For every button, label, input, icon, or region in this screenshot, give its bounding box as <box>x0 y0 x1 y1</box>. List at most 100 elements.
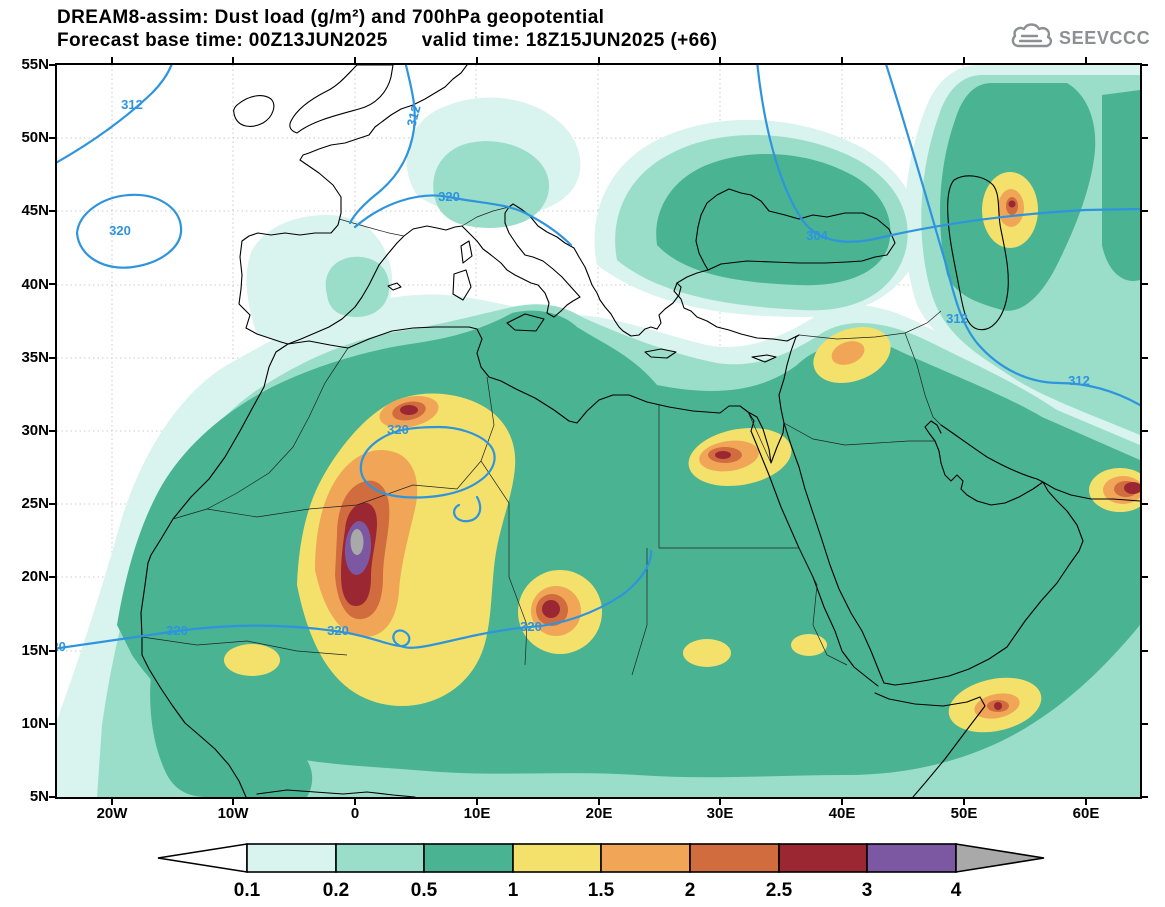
axis-tick <box>354 799 356 805</box>
axis-tick <box>1142 430 1148 432</box>
axis-tick <box>598 799 600 805</box>
colorbar-label: 1.5 <box>588 880 615 901</box>
axis-tick <box>1142 137 1148 139</box>
islands-coastline <box>387 240 777 363</box>
colorbar-label: 0.2 <box>323 880 349 901</box>
contour-label: 312 <box>1068 373 1090 388</box>
dust-shading-layers <box>57 65 1140 797</box>
axis-tick <box>232 57 234 63</box>
axis-tick <box>1142 576 1148 578</box>
axis-tick <box>232 799 234 805</box>
contour-label: 320 <box>520 619 542 634</box>
contour-label: 312 <box>121 97 143 112</box>
contour-labels: 312 312 320 320 304 312 312 320 320 320 … <box>57 97 1090 654</box>
axis-tick <box>598 57 600 63</box>
lat-label: 50N <box>21 129 49 146</box>
axis-tick <box>49 137 55 139</box>
colorbar-arrow-left <box>157 843 248 873</box>
colorbar-label: 0.1 <box>234 880 261 901</box>
axis-tick <box>1142 796 1148 798</box>
contour-label: 320 <box>327 623 349 638</box>
colorbar-segment <box>246 843 337 873</box>
axis-tick <box>49 357 55 359</box>
axis-tick <box>963 57 965 63</box>
logo-text: SEEVCCC <box>1059 27 1151 48</box>
axis-tick <box>476 57 478 63</box>
lat-label: 10N <box>21 715 49 732</box>
page-title: DREAM8-assim: Dust load (g/m²) and 700hP… <box>57 7 605 28</box>
contour-label: 304 <box>806 228 828 243</box>
colorbar-arrow-right <box>955 843 1045 873</box>
britain-ireland-coastline <box>233 65 394 134</box>
map-svg: 312 312 320 320 304 312 312 320 320 320 … <box>57 65 1140 797</box>
contour-label: 320 <box>109 223 131 238</box>
axis-tick <box>49 503 55 505</box>
colorbar-label: 0.5 <box>411 880 438 901</box>
lon-label: 40E <box>828 805 856 822</box>
contour-label: 312 <box>946 311 968 326</box>
axis-tick <box>49 650 55 652</box>
axis-tick <box>1142 723 1148 725</box>
colorbar-segment <box>689 843 780 873</box>
axis-tick <box>49 210 55 212</box>
axis-tick <box>841 799 843 805</box>
lon-label: 10E <box>463 805 491 822</box>
axis-tick <box>49 64 55 66</box>
lon-label: 50E <box>950 805 978 822</box>
lon-label: 20E <box>585 805 613 822</box>
colorbar-segment <box>600 843 691 873</box>
axis-tick <box>354 57 356 63</box>
lon-label: 10W <box>217 805 249 822</box>
levant-blacksea-coastline <box>673 188 896 464</box>
lat-label: 15N <box>21 642 49 659</box>
geopotential-contours <box>57 65 1140 650</box>
africa-west-coastline <box>140 343 416 797</box>
forecast-time-line: Forecast base time: 00Z13JUN2025 valid t… <box>57 30 718 51</box>
axis-tick <box>49 430 55 432</box>
lat-label: 5N <box>29 788 49 805</box>
axis-tick <box>49 576 55 578</box>
axis-tick <box>1142 210 1148 212</box>
axis-tick <box>1142 64 1148 66</box>
lat-label: 45N <box>21 202 49 219</box>
coastlines <box>140 65 1140 797</box>
axis-tick <box>719 799 721 805</box>
colorbar-legend: 0.1 0.2 0.5 1 1.5 2 2.5 3 4 <box>157 843 1045 901</box>
lat-label: 25N <box>21 495 49 512</box>
lon-label: 20W <box>96 805 128 822</box>
lon-label: 60E <box>1072 805 1100 822</box>
africa-coastline <box>287 326 986 797</box>
axis-tick <box>49 796 55 798</box>
contour-label: 312 <box>404 103 424 128</box>
lat-label: 35N <box>21 349 49 366</box>
iran-coastline <box>940 424 1140 502</box>
colorbar-segment <box>866 843 957 873</box>
axis-tick <box>476 799 478 805</box>
europe-west-coastline <box>238 65 468 345</box>
colorbar-segment <box>512 843 602 873</box>
axis-tick <box>1085 57 1087 63</box>
lat-label: 20N <box>21 568 49 585</box>
lon-label: 30E <box>706 805 734 822</box>
lat-label: 55N <box>21 56 49 73</box>
contour-label: 320 <box>166 623 188 638</box>
colorbar-label: 4 <box>951 880 962 901</box>
contour-label: 320 <box>57 639 66 654</box>
cloud-logo-icon <box>1011 23 1053 48</box>
axis-tick <box>963 799 965 805</box>
contour-label: 320 <box>387 422 409 437</box>
axis-tick <box>719 57 721 63</box>
contour-label: 320 <box>438 189 460 204</box>
colorbar-segment <box>423 843 514 873</box>
axis-tick <box>49 283 55 285</box>
arabia-coastline <box>783 420 1084 686</box>
colorbar-segment <box>778 843 868 873</box>
colorbar-segment <box>335 843 425 873</box>
colorbar-label: 1 <box>508 880 519 901</box>
colorbar-label: 2.5 <box>766 880 793 901</box>
colorbar-label: 2 <box>685 880 696 901</box>
axis-tick <box>1142 283 1148 285</box>
colorbar-label: 3 <box>862 880 873 901</box>
axis-tick <box>841 57 843 63</box>
